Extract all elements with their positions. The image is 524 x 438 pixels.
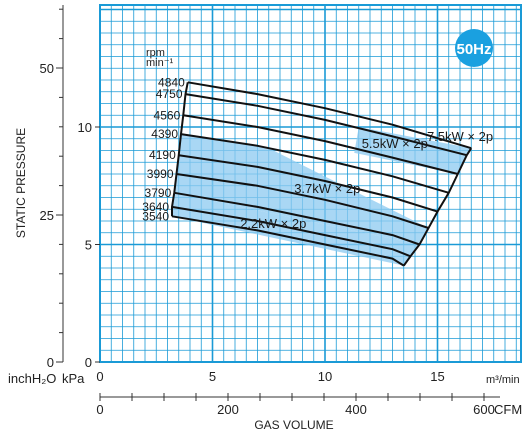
motor-label: 5.5kW × 2p (362, 136, 428, 151)
region-labels: 5.5kW × 2p 7.5kW × 2p 3.7kW × 2p 2.2kW × 2p (240, 129, 493, 231)
speed-label: 4560 (154, 108, 181, 122)
kpa-axis: 0 5 10 (78, 120, 100, 370)
kpa-tick-label: 10 (78, 120, 92, 135)
speed-label: 4750 (156, 87, 183, 101)
inch-tick-label: 0 (47, 355, 54, 370)
cfm-tick-label: 400 (345, 402, 367, 417)
speed-label: 3790 (145, 186, 172, 200)
inch-tick-label: 50 (40, 61, 54, 76)
inch-axis: 0 25 50 (40, 5, 64, 370)
speed-label: 4840 (158, 75, 185, 89)
speed-curve-3790 (174, 191, 420, 246)
kpa-tick-label: 5 (85, 238, 92, 253)
kpa-tick-label: 0 (85, 355, 92, 370)
rpm-unit: rpm min⁻¹ (146, 47, 174, 69)
motor-label: 2.2kW × 2p (240, 216, 306, 231)
inch-unit-label: inchH₂O (8, 371, 56, 386)
m3min-tick-label: 5 (209, 369, 216, 384)
speed-curve-3540 (171, 215, 405, 267)
x-axis-title: GAS VOLUME (254, 418, 333, 432)
m3min-tick-label: 15 (430, 369, 444, 384)
rpm-unit-line1: rpm (146, 47, 165, 59)
motor-label: 7.5kW × 2p (427, 129, 493, 144)
speed-curve-4840 (187, 81, 472, 150)
m3min-tick-label: 10 (318, 369, 332, 384)
cfm-tick-label: 0 (96, 402, 103, 417)
x-axis-m3min: 0 5 10 15 (96, 369, 444, 384)
y-axis-title: STATIC PRESSURE (14, 128, 28, 238)
motor-region (354, 127, 472, 174)
speed-label: 3640 (142, 200, 169, 214)
cfm-unit-label: CFM (494, 402, 522, 417)
speed-curve-3990 (176, 173, 429, 229)
speed-label: 4390 (151, 127, 178, 141)
speed-label: 4190 (149, 148, 176, 162)
limit-line (402, 147, 473, 267)
m3min-tick-label: 0 (96, 369, 103, 384)
speed-curve-4390 (180, 133, 450, 194)
kpa-unit-label: kPa (62, 371, 85, 386)
rpm-unit-line2: min⁻¹ (146, 57, 174, 69)
cfm-tick-label: 200 (217, 402, 239, 417)
inch-tick-label: 25 (40, 208, 54, 223)
frequency-badge: 50Hz (455, 29, 493, 67)
speed-curves (171, 81, 473, 267)
speed-curve-4750 (185, 93, 468, 157)
x-axis-cfm: 0 200 400 600 (96, 393, 500, 417)
surge-line (171, 82, 189, 217)
motor-label: 3.7kW × 2p (294, 181, 360, 196)
m3min-unit-label: m³/min (486, 374, 520, 386)
speed-curve-4560 (183, 114, 459, 175)
frequency-badge-text: 50Hz (456, 41, 491, 58)
speed-curve-4190 (178, 154, 438, 213)
cfm-tick-label: 600 (473, 402, 495, 417)
speed-label: 3540 (142, 209, 169, 223)
speed-curve-3640 (171, 205, 411, 258)
motor-region (174, 134, 429, 245)
speed-label: 3990 (147, 167, 174, 181)
